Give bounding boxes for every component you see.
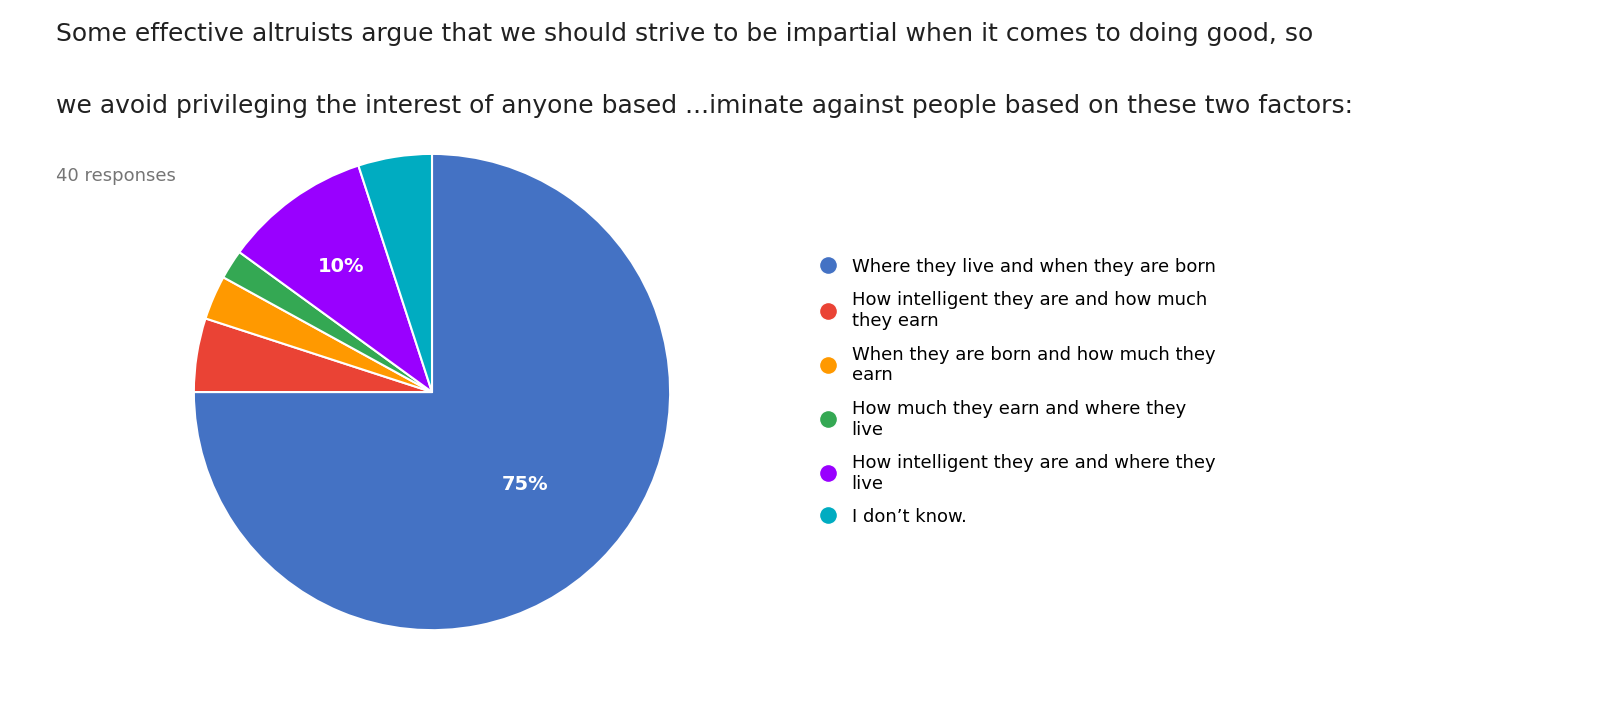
Text: Some effective altruists argue that we should strive to be impartial when it com: Some effective altruists argue that we s… — [56, 22, 1314, 46]
Wedge shape — [194, 319, 432, 392]
Text: 40 responses: 40 responses — [56, 167, 176, 185]
Text: we avoid privileging the interest of anyone based ...iminate against people base: we avoid privileging the interest of any… — [56, 94, 1354, 118]
Text: 75%: 75% — [501, 475, 547, 494]
Wedge shape — [224, 252, 432, 392]
Wedge shape — [358, 154, 432, 392]
Legend: Where they live and when they are born, How intelligent they are and how much
th: Where they live and when they are born, … — [810, 249, 1224, 535]
Wedge shape — [205, 277, 432, 392]
Text: 10%: 10% — [318, 257, 365, 277]
Wedge shape — [240, 166, 432, 392]
Wedge shape — [194, 154, 670, 630]
